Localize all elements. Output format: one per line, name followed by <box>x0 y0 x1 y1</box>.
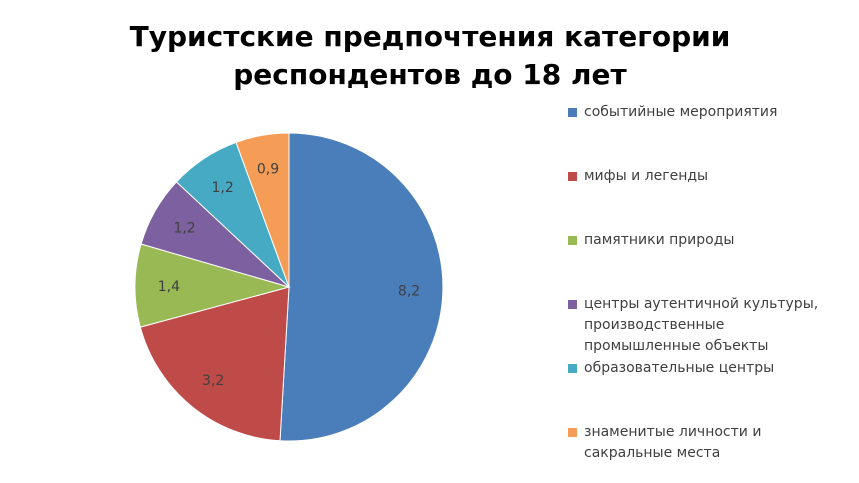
legend-label: центры аутентичной культуры, производств… <box>584 296 819 354</box>
pie-slice-events <box>279 132 444 442</box>
slice-value-label: 1,4 <box>158 279 180 295</box>
legend-item-myths: мифы и легенды <box>568 166 858 187</box>
legend-swatch <box>568 300 577 309</box>
legend-label: мифы и легенды <box>584 168 709 184</box>
legend-swatch <box>568 172 577 181</box>
slice-value-label: 3,2 <box>202 373 224 389</box>
slice-value-label: 1,2 <box>173 221 195 237</box>
chart-title: Туристские предпочтения категории респон… <box>129 20 731 91</box>
legend-swatch <box>568 364 577 373</box>
slice-value-label: 8,2 <box>398 284 420 300</box>
legend-label: знаменитые личности и сакральные места <box>584 424 762 461</box>
legend-item-nature: памятники природы <box>568 230 858 251</box>
legend-label: событийные мероприятия <box>584 104 778 120</box>
legend: событийные мероприятия мифы и легенды па… <box>568 96 858 476</box>
slice-value-label: 0,9 <box>257 162 279 178</box>
legend-item-events: событийные мероприятия <box>568 102 858 123</box>
legend-label: образовательные центры <box>584 360 775 376</box>
pie-slice-nature <box>134 243 291 328</box>
slice-value-label: 1,2 <box>211 180 233 196</box>
legend-item-culture: центры аутентичной культуры, производств… <box>568 294 858 357</box>
pie-slice-personalities <box>235 132 290 288</box>
legend-swatch <box>568 236 577 245</box>
legend-item-personalities: знаменитые личности и сакральные места <box>568 422 858 464</box>
legend-label: памятники природы <box>584 232 735 248</box>
legend-item-education: образовательные центры <box>568 358 858 379</box>
pie-slice-myths <box>139 286 290 442</box>
legend-swatch <box>568 428 577 437</box>
legend-swatch <box>568 108 577 117</box>
